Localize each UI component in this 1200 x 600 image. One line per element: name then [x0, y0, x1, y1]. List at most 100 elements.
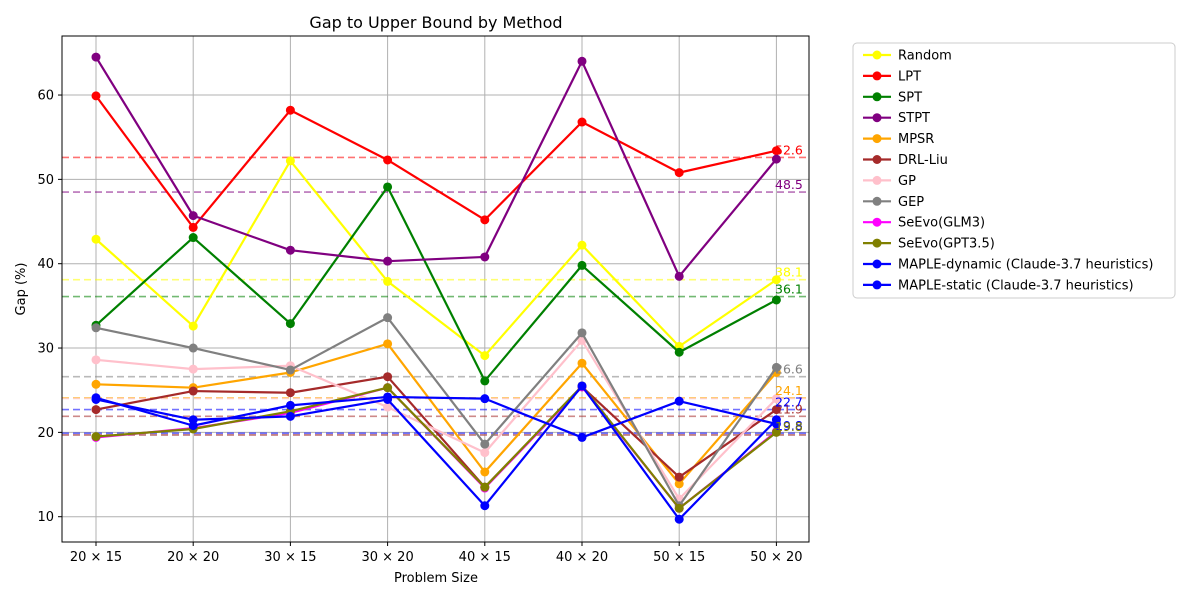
data-point	[577, 117, 587, 127]
data-point	[674, 347, 684, 357]
data-point	[91, 355, 101, 365]
data-point	[91, 91, 101, 101]
data-point	[771, 146, 781, 156]
data-point	[577, 328, 587, 338]
mean-labels: 38.152.636.148.524.121.926.622.719.819.8	[775, 142, 803, 434]
series-lpt	[91, 91, 781, 232]
mean-label: 26.6	[775, 362, 803, 377]
mean-label: 36.1	[775, 282, 803, 297]
data-point	[188, 364, 198, 374]
legend: Random LPT SPT STPT MPSR DRL-Liu GP GEP SeEvo(GL…	[852, 42, 1176, 299]
series-mpsr	[91, 339, 781, 489]
data-point	[188, 233, 198, 243]
data-point	[577, 240, 587, 250]
data-point	[480, 215, 490, 225]
data-point	[577, 432, 587, 442]
mean-lines	[62, 156, 809, 436]
data-point	[674, 396, 684, 406]
data-point	[383, 313, 393, 323]
legend-label: SeEvo(GPT3.5)	[898, 237, 995, 252]
legend-item: Random	[863, 49, 952, 64]
series-line	[95, 395, 777, 439]
mean-label: 52.6	[775, 142, 803, 157]
legend-marker	[872, 259, 882, 269]
data-point	[480, 439, 490, 449]
data-point	[188, 386, 198, 396]
data-point	[285, 156, 295, 166]
data-point	[383, 256, 393, 266]
data-point	[674, 514, 684, 524]
legend-label: GEP	[898, 195, 924, 210]
legend-marker	[872, 113, 882, 123]
data-point	[577, 56, 587, 66]
data-point	[285, 365, 295, 375]
y-axis-label: Gap (%)	[14, 263, 29, 316]
series-lines	[91, 52, 781, 524]
x-tick-label: 50 × 15	[653, 550, 705, 565]
data-point	[771, 154, 781, 164]
data-point	[771, 362, 781, 372]
x-tick-label: 30 × 15	[264, 550, 316, 565]
series-line	[95, 316, 778, 507]
plot-frame	[61, 35, 810, 543]
legend-label: MPSR	[898, 132, 934, 147]
legend-marker	[872, 155, 882, 164]
y-axis: 10 20 30 40 50 60	[37, 89, 62, 525]
data-point	[285, 245, 295, 255]
data-point	[771, 394, 781, 404]
legend-label: SeEvo(GLM3)	[898, 216, 985, 231]
x-tick-label: 30 × 20	[361, 550, 413, 565]
y-tick-label: 20	[37, 426, 54, 441]
data-point	[285, 400, 295, 410]
data-point	[91, 323, 101, 333]
data-point	[188, 415, 198, 425]
legend-marker	[872, 175, 882, 185]
legend-marker	[872, 238, 882, 248]
legend-marker	[872, 280, 882, 290]
data-point	[383, 402, 393, 412]
legend-label: LPT	[898, 69, 921, 84]
data-point	[771, 415, 781, 425]
y-tick-label: 50	[37, 173, 54, 188]
series-line	[95, 95, 777, 229]
legend-item: STPT	[863, 111, 930, 126]
data-point	[480, 482, 490, 492]
data-point	[91, 405, 101, 415]
legend-item: LPT	[863, 69, 921, 84]
data-point	[771, 427, 781, 437]
x-tick-label: 40 × 15	[459, 550, 511, 565]
legend-item: DRL-Liu	[863, 153, 948, 168]
legend-marker	[872, 134, 882, 144]
series-line	[95, 159, 778, 357]
chart-title: Gap to Upper Bound by Method	[309, 13, 562, 32]
data-point	[91, 432, 101, 442]
legend-label: STPT	[898, 111, 930, 126]
y-tick-label: 30	[37, 342, 54, 357]
data-point	[285, 105, 295, 115]
series-line	[95, 339, 778, 501]
data-point	[383, 339, 393, 349]
data-point	[383, 182, 393, 192]
series-stpt	[91, 52, 781, 281]
data-point	[285, 319, 295, 329]
x-tick-label: 20 × 20	[167, 550, 219, 565]
mean-label: 22.7	[775, 395, 803, 410]
data-point	[383, 394, 393, 404]
grid-lines	[62, 36, 809, 542]
series-spt	[91, 182, 781, 386]
legend-item: SeEvo(GPT3.5)	[863, 237, 995, 252]
legend-label: Random	[898, 49, 952, 64]
legend-marker	[872, 196, 882, 206]
mean-label: 19.8	[775, 418, 803, 433]
data-point	[188, 343, 198, 353]
data-point	[383, 383, 393, 393]
data-point	[91, 234, 101, 244]
series-maple-static-claude-3-7-heuristics-	[91, 381, 781, 524]
data-point	[480, 252, 490, 262]
series-line	[95, 56, 778, 278]
legend-item: MAPLE-static (Claude-3.7 heuristics)	[863, 278, 1134, 293]
data-point	[577, 381, 587, 391]
data-point	[91, 394, 101, 404]
legend-marker	[872, 217, 882, 227]
